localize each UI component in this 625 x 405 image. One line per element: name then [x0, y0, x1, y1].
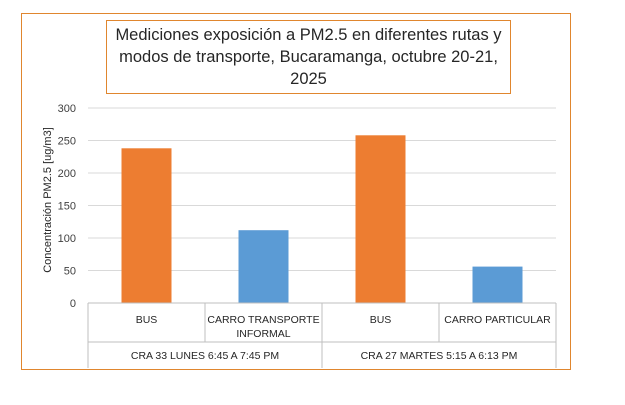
chart-title-line: modos de transporte, Bucaramanga, octubr…: [119, 48, 498, 66]
y-tick-label: 0: [70, 298, 76, 310]
y-tick-label: 300: [58, 103, 76, 115]
y-tick-label: 150: [58, 201, 76, 213]
x-category-label: CARRO PARTICULAR: [444, 314, 551, 326]
x-category-label: BUS: [136, 314, 158, 326]
bar: [121, 148, 172, 303]
x-group-label: CRA 33 LUNES 6:45 A 7:45 PM: [131, 350, 279, 362]
bar: [355, 135, 406, 303]
bar: [238, 230, 289, 303]
chart-title-line: Mediciones exposición a PM2.5 en diferen…: [115, 26, 502, 44]
y-tick-label: 200: [58, 168, 76, 180]
bar: [472, 266, 523, 303]
y-tick-label: 50: [64, 266, 76, 278]
y-tick-label: 250: [58, 136, 76, 148]
y-axis-label: Concentración PM2.5 [ug/m3]: [42, 127, 54, 273]
x-category-label: BUS: [370, 314, 392, 326]
y-tick-label: 100: [58, 233, 76, 245]
x-category-label: CARRO TRANSPORTE: [207, 314, 319, 326]
chart-title: Mediciones exposición a PM2.5 en diferen…: [109, 24, 507, 90]
chart-title-box: Mediciones exposición a PM2.5 en diferen…: [106, 20, 511, 94]
x-group-label: CRA 27 MARTES 5:15 A 6:13 PM: [361, 350, 518, 362]
x-category-label: INFORMAL: [236, 328, 290, 340]
chart-title-line: 2025: [290, 70, 327, 88]
